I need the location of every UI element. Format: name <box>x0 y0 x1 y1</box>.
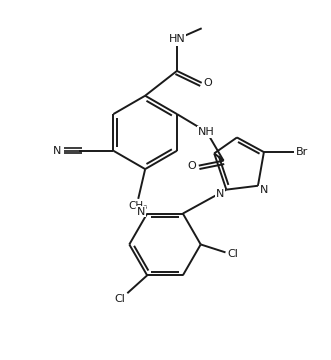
Text: CH₃: CH₃ <box>129 201 148 211</box>
Text: N: N <box>137 207 145 217</box>
Text: NH: NH <box>198 127 215 137</box>
Text: N: N <box>260 185 268 195</box>
Text: Br: Br <box>296 147 308 157</box>
Text: O: O <box>203 78 212 88</box>
Text: Cl: Cl <box>114 294 125 304</box>
Text: N: N <box>216 189 224 199</box>
Text: N: N <box>53 146 61 156</box>
Text: Cl: Cl <box>227 249 238 259</box>
Text: O: O <box>187 161 196 171</box>
Text: HN: HN <box>168 34 185 44</box>
